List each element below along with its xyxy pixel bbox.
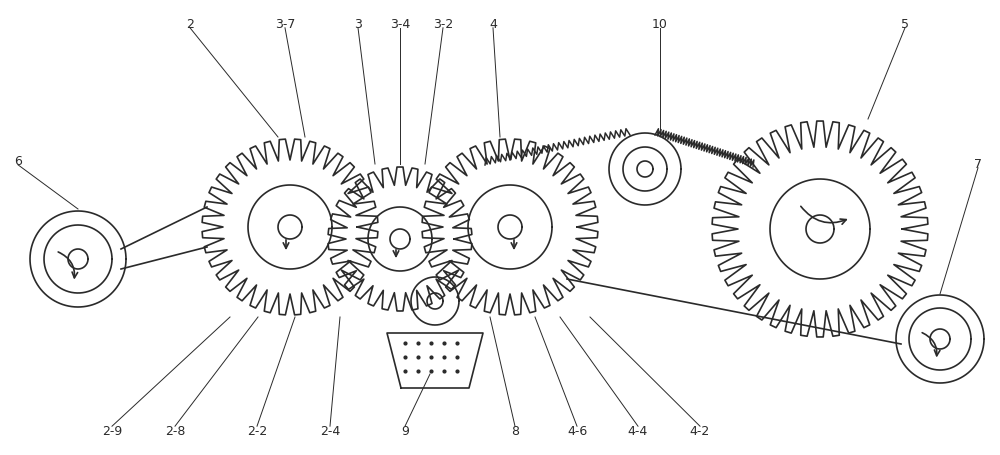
Text: 4-4: 4-4	[628, 424, 648, 437]
Text: 7: 7	[974, 157, 982, 171]
Text: 9: 9	[401, 424, 409, 437]
Text: 2-8: 2-8	[165, 424, 185, 437]
Text: 2-2: 2-2	[247, 424, 267, 437]
Text: 2-9: 2-9	[102, 424, 122, 437]
Text: 2: 2	[186, 18, 194, 31]
Text: 3-7: 3-7	[275, 18, 295, 31]
Text: 4-6: 4-6	[567, 424, 587, 437]
Text: 3-4: 3-4	[390, 18, 410, 31]
Text: 2-4: 2-4	[320, 424, 340, 437]
Text: 4: 4	[489, 18, 497, 31]
Text: 6: 6	[14, 155, 22, 167]
Text: 8: 8	[511, 424, 519, 437]
Text: 3-2: 3-2	[433, 18, 453, 31]
Text: 4-2: 4-2	[690, 424, 710, 437]
Text: 5: 5	[901, 18, 909, 31]
Text: 3: 3	[354, 18, 362, 31]
Text: 10: 10	[652, 18, 668, 31]
